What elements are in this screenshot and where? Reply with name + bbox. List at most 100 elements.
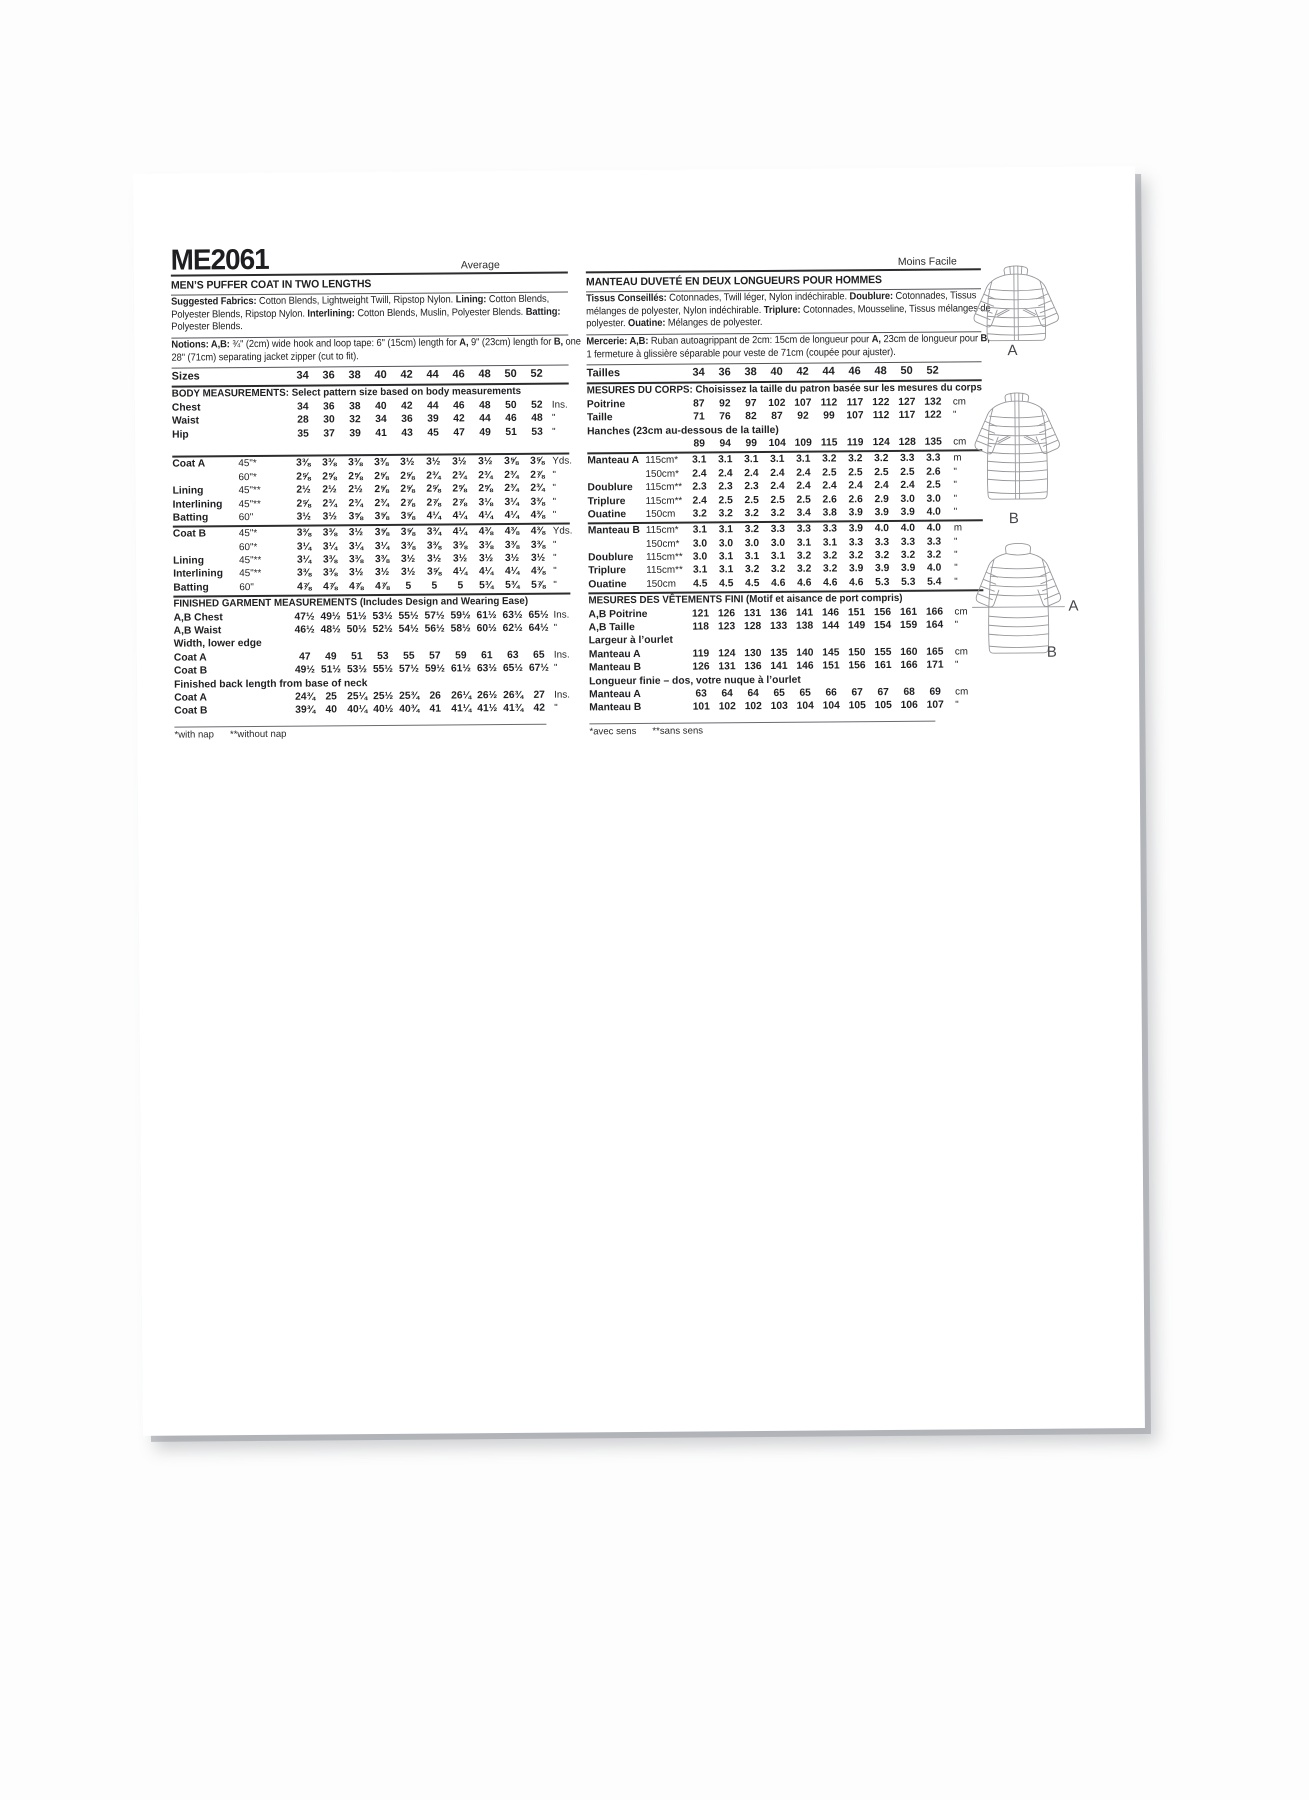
size-value: 3½ xyxy=(296,511,311,523)
size-value: 130 xyxy=(744,647,762,659)
size-value: 67½ xyxy=(528,662,550,675)
size-value: 106 xyxy=(900,700,918,712)
size-value: 25 xyxy=(325,691,337,703)
size-value: 3⅜ xyxy=(348,554,364,566)
row-label: Hanches (23cm au-dessous de la taille) xyxy=(587,424,779,437)
size-value: 3⅝ xyxy=(374,527,390,539)
unit-label: " xyxy=(552,426,556,438)
size-value: 2.5 xyxy=(848,466,863,479)
size-value: 127 xyxy=(898,396,916,408)
size-value: 27 xyxy=(533,689,545,701)
size-value: 2.5 xyxy=(744,494,759,506)
size-value: 118 xyxy=(692,621,709,633)
size-value: 156 xyxy=(873,606,892,618)
size-value: 47 xyxy=(453,426,465,438)
difficulty-label-fr: Moins Facile xyxy=(897,255,957,268)
size-value: 3¼ xyxy=(296,554,312,566)
size-value: 82 xyxy=(745,411,757,423)
sizes-header-table: Sizes 34 36 38 40 42 44 46 48 50 52 xyxy=(172,368,569,385)
size-value: 3.2 xyxy=(796,550,812,562)
size-value: 42 xyxy=(453,413,465,425)
size-value: 102 xyxy=(718,701,736,713)
size-value: 55½ xyxy=(372,664,394,676)
size-value: 47½ xyxy=(294,611,315,623)
unit-label: " xyxy=(554,703,558,715)
size-value: 61 xyxy=(481,649,493,662)
row-label: Doublure xyxy=(588,552,634,564)
size-value: 4.0 xyxy=(926,522,942,535)
size-value: 4¼ xyxy=(478,510,493,522)
size-value: 2.4 xyxy=(796,467,811,479)
size-value: 4⅞ xyxy=(375,580,390,592)
row-label: Largeur à l’ourlet xyxy=(588,635,673,647)
size-value: 122 xyxy=(924,409,942,421)
size-value: 156 xyxy=(848,660,866,672)
size-value: 2.4 xyxy=(848,480,863,492)
size-value: 3½ xyxy=(426,553,442,565)
size-value: 44 xyxy=(426,369,439,382)
size-value: 3½ xyxy=(504,552,520,565)
size-value: 2.5 xyxy=(874,466,889,478)
size-value: 102 xyxy=(768,397,786,409)
size-value: 3.1 xyxy=(744,454,759,466)
manteau-b-metrage-table: Manteau B 115cm* 3.1 3.1 3.2 3.3 3.3 3.3 3.9 4.0 4… xyxy=(588,522,984,592)
size-value: 2.9 xyxy=(874,493,889,505)
size-value: 92 xyxy=(719,398,731,410)
size-value: 56½ xyxy=(424,623,445,635)
size-value: 2.5 xyxy=(718,494,733,506)
size-value: 4.6 xyxy=(849,577,864,589)
size-value: 124 xyxy=(872,436,890,449)
size-value: 87 xyxy=(771,411,783,423)
french-column: Moins Facile MANTEAU DUVETÉ EN DEUX LONG… xyxy=(585,236,991,738)
size-value: 140 xyxy=(796,647,814,659)
fabric-width: 60"* xyxy=(238,471,257,483)
size-value: 3.3 xyxy=(926,452,941,465)
unit-label: " xyxy=(953,466,957,478)
size-value: 2.4 xyxy=(718,467,733,480)
size-value: 2.3 xyxy=(744,481,759,493)
size-value: 24¾ xyxy=(295,691,316,703)
size-value: 3.3 xyxy=(900,536,916,548)
table-row: Coat B 39¾ 40 40¼ 40½ 40¾ 41 41¼ 41½ 41¾ 42 " xyxy=(174,702,571,719)
row-label: Chest xyxy=(171,402,201,414)
size-value: 3.2 xyxy=(822,563,838,576)
size-value: 166 xyxy=(925,606,944,618)
size-value: 2⅝ xyxy=(296,471,311,483)
size-value: 2¾ xyxy=(322,497,337,509)
size-value: 4.0 xyxy=(926,563,942,575)
size-value: 3.2 xyxy=(900,549,916,561)
size-value: 44 xyxy=(822,365,835,379)
size-value: 4.5 xyxy=(745,577,760,590)
fabric-width: 150cm* xyxy=(645,468,679,480)
size-value: 131 xyxy=(718,661,736,673)
size-value: 3.2 xyxy=(770,564,786,576)
back-view-a-length-label: A xyxy=(1068,597,1080,615)
size-value: 52 xyxy=(530,368,543,381)
size-value: 3.9 xyxy=(900,563,916,575)
table-row: Manteau B 101 102 102 103 104 104 105 105 106 107 " xyxy=(589,699,984,715)
avec-sens-note: *avec sens xyxy=(589,726,637,738)
size-value: 68 xyxy=(903,686,915,698)
size-value: 5 xyxy=(431,580,438,592)
size-value: 3.1 xyxy=(770,550,786,563)
size-value: 61½ xyxy=(476,609,497,621)
size-value: 3.1 xyxy=(822,537,838,549)
unit-label: " xyxy=(953,479,958,491)
headline-row: Moins Facile xyxy=(586,236,981,270)
size-value: 105 xyxy=(848,700,866,712)
size-value: 3.1 xyxy=(718,454,733,466)
size-value: 144 xyxy=(821,620,840,632)
size-value: 4¼ xyxy=(478,566,494,578)
size-value: 63 xyxy=(695,688,707,700)
size-value: 171 xyxy=(926,659,944,671)
size-value: 97 xyxy=(745,397,757,409)
size-value: 136 xyxy=(744,661,762,673)
size-value: 26 xyxy=(429,690,441,702)
size-value: 3.9 xyxy=(874,563,890,575)
size-value: 4.6 xyxy=(771,577,786,589)
size-value: 3½ xyxy=(348,527,364,539)
size-value: 3.9 xyxy=(848,523,864,535)
size-value: 49½ xyxy=(294,664,316,676)
unit-label: " xyxy=(953,492,958,505)
